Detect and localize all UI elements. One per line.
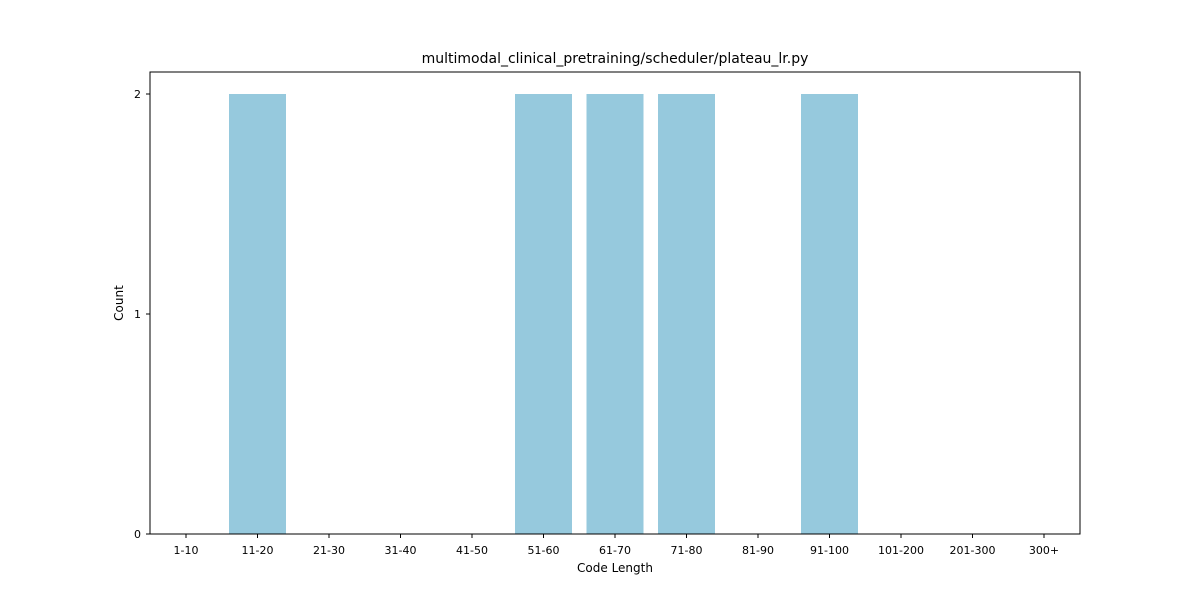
- bar-71-80: [658, 94, 715, 534]
- bar-91-100: [801, 94, 858, 534]
- x-tick-label: 81-90: [742, 544, 774, 557]
- x-tick-label: 21-30: [313, 544, 345, 557]
- bars-group: [229, 94, 858, 534]
- x-tick-label: 71-80: [671, 544, 703, 557]
- y-tick-label: 2: [134, 88, 141, 101]
- bar-61-70: [586, 94, 644, 534]
- x-tick-label: 201-300: [950, 544, 996, 557]
- x-axis-label: Code Length: [577, 561, 653, 575]
- y-tick-label: 0: [134, 528, 141, 541]
- bar-11-20: [229, 94, 286, 534]
- x-tick-label: 11-20: [242, 544, 274, 557]
- x-tick-label: 31-40: [385, 544, 417, 557]
- y-axis-label: Count: [112, 285, 126, 321]
- bar-51-60: [515, 94, 572, 534]
- y-tick-label: 1: [134, 308, 141, 321]
- x-tick-label: 300+: [1029, 544, 1059, 557]
- x-tick-label: 41-50: [456, 544, 488, 557]
- x-axis-ticks: 1-10 11-20 21-30 31-40 41-50 51-60 61-70 71-80 8…: [174, 534, 1059, 557]
- x-tick-label: 101-200: [878, 544, 924, 557]
- x-tick-label: 51-60: [528, 544, 560, 557]
- plot-frame: [149, 71, 1081, 535]
- x-tick-label: 1-10: [174, 544, 199, 557]
- x-tick-label: 91-100: [810, 544, 849, 557]
- y-axis-ticks: 0 1 2: [134, 88, 150, 541]
- x-tick-label: 61-70: [599, 544, 631, 557]
- chart-title: multimodal_clinical_pretraining/schedule…: [422, 51, 809, 67]
